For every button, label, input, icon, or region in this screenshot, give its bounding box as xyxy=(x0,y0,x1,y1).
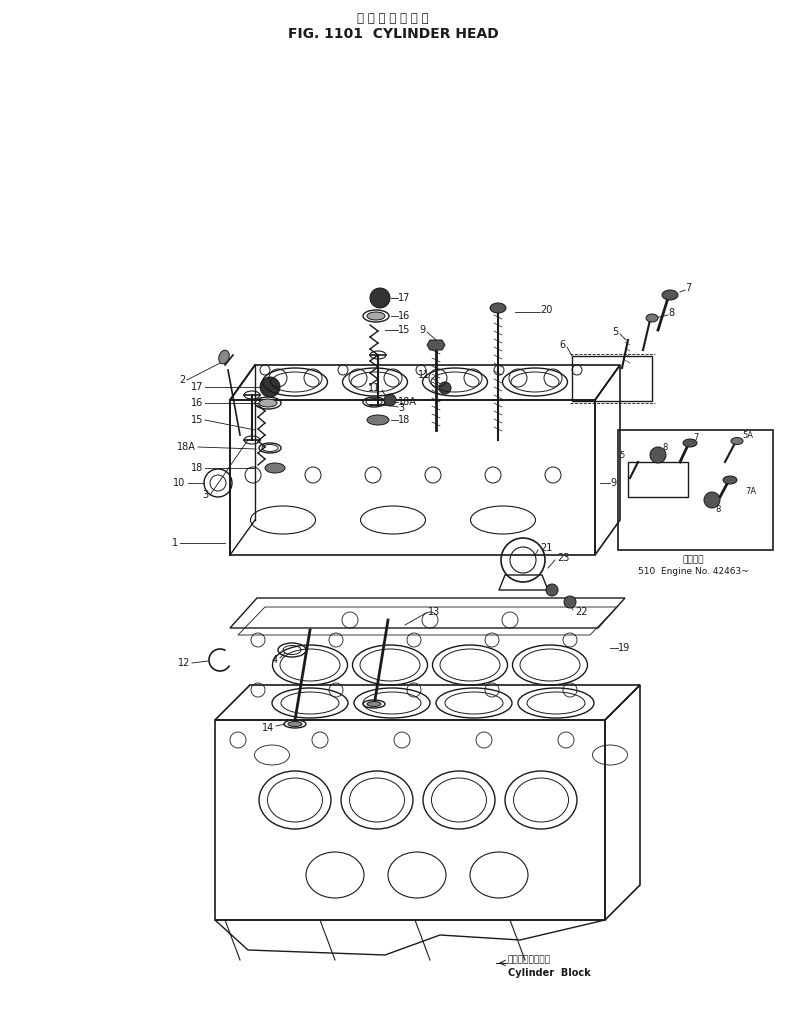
Text: 17: 17 xyxy=(191,382,203,392)
Text: 18: 18 xyxy=(191,463,203,473)
Ellipse shape xyxy=(683,439,697,447)
Text: 9: 9 xyxy=(419,325,425,335)
Text: 7A: 7A xyxy=(745,488,756,497)
Bar xyxy=(628,462,688,497)
Text: FIG. 1101  CYLINDER HEAD: FIG. 1101 CYLINDER HEAD xyxy=(288,27,498,41)
Text: シリンダブロック: シリンダブロック xyxy=(508,955,551,964)
Text: 5A: 5A xyxy=(742,432,753,440)
Text: 7: 7 xyxy=(693,434,699,442)
Text: 4: 4 xyxy=(272,655,278,665)
Text: 20: 20 xyxy=(540,305,553,315)
Text: 6: 6 xyxy=(559,340,565,350)
Circle shape xyxy=(564,596,576,608)
Circle shape xyxy=(384,394,396,406)
Text: 8: 8 xyxy=(715,506,721,514)
Circle shape xyxy=(370,288,390,308)
Circle shape xyxy=(546,584,558,596)
Circle shape xyxy=(439,382,451,394)
Text: 12: 12 xyxy=(178,658,190,668)
Text: 2: 2 xyxy=(178,375,185,385)
Ellipse shape xyxy=(723,476,737,484)
Text: 10: 10 xyxy=(173,478,185,488)
Bar xyxy=(572,356,652,401)
Bar xyxy=(618,430,773,550)
Circle shape xyxy=(704,492,720,508)
Text: シ リ ン ダ ヘ ッ ド: シ リ ン ダ ヘ ッ ド xyxy=(358,11,428,24)
Text: 17: 17 xyxy=(398,293,410,303)
Text: 18A: 18A xyxy=(398,397,417,407)
Text: Cylinder  Block: Cylinder Block xyxy=(508,968,591,977)
Ellipse shape xyxy=(265,463,285,473)
Text: 9: 9 xyxy=(610,478,616,488)
Ellipse shape xyxy=(662,290,678,300)
Text: 11: 11 xyxy=(368,383,380,393)
Ellipse shape xyxy=(259,399,277,407)
Text: 22: 22 xyxy=(575,607,587,617)
Ellipse shape xyxy=(367,415,389,425)
Circle shape xyxy=(650,447,666,463)
Text: 3: 3 xyxy=(398,403,404,413)
Ellipse shape xyxy=(646,314,658,322)
Text: 16: 16 xyxy=(191,399,203,408)
Text: 16: 16 xyxy=(398,311,410,321)
Text: 1: 1 xyxy=(172,538,178,548)
Text: 15: 15 xyxy=(191,415,203,425)
Text: 18A: 18A xyxy=(177,442,196,452)
Text: 3: 3 xyxy=(202,490,208,500)
Text: 8: 8 xyxy=(662,443,667,452)
Ellipse shape xyxy=(367,702,381,707)
Text: 8: 8 xyxy=(668,308,674,318)
Text: 14: 14 xyxy=(262,723,274,733)
Text: 23: 23 xyxy=(557,553,569,563)
Ellipse shape xyxy=(490,303,506,313)
Ellipse shape xyxy=(731,437,743,444)
Text: 510  Engine No. 42463~: 510 Engine No. 42463~ xyxy=(637,568,748,577)
Ellipse shape xyxy=(219,350,230,364)
Text: 11: 11 xyxy=(417,370,430,380)
Circle shape xyxy=(260,377,280,397)
Text: 適用番号: 適用番号 xyxy=(682,556,703,565)
Text: 15: 15 xyxy=(398,325,410,335)
Text: 7: 7 xyxy=(685,283,691,293)
Text: 5: 5 xyxy=(619,450,625,459)
Text: 21: 21 xyxy=(540,544,553,553)
Polygon shape xyxy=(427,340,445,350)
Text: 13: 13 xyxy=(428,607,440,617)
Text: 18: 18 xyxy=(398,415,410,425)
Text: 5: 5 xyxy=(612,327,618,337)
Ellipse shape xyxy=(367,312,385,320)
Text: 19: 19 xyxy=(618,643,630,653)
Ellipse shape xyxy=(288,722,302,726)
